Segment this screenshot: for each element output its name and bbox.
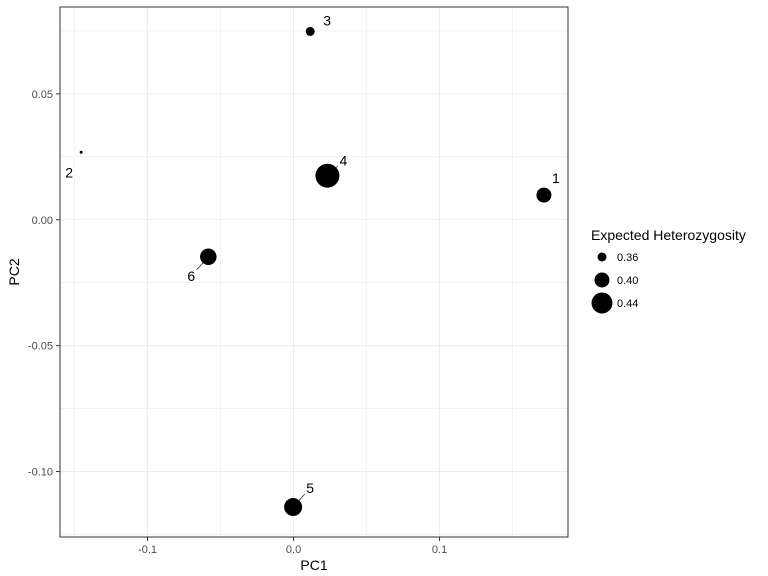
size-legend: Expected Heterozygosity 0.36 0.40 0.44 [591,227,746,314]
legend-label: 0.36 [617,252,638,264]
x-tick-label: 0.0 [286,544,301,556]
data-point-3 [305,26,315,36]
label-leader-6 [196,261,204,271]
label-leader-4 [335,165,338,169]
y-axis-ticks: -0.10 -0.05 0.00 0.05 [28,89,60,479]
x-axis-ticks: -0.1 0.0 0.1 [138,537,447,556]
data-point-2 [79,150,83,154]
legend-label: 0.40 [617,275,638,287]
grid [60,7,568,537]
point-label-5: 5 [306,480,314,496]
panel-border [59,6,569,538]
point-label-4: 4 [340,153,348,169]
y-tick-label: -0.05 [28,341,53,353]
legend-title: Expected Heterozygosity [591,227,746,243]
data-points [79,26,552,517]
y-tick-label: 0.00 [32,215,53,227]
data-point-6 [200,248,217,266]
data-point-4 [315,163,340,188]
point-label-1: 1 [552,170,560,186]
point-label-3: 3 [323,12,331,28]
y-tick-label: 0.05 [32,89,53,101]
y-axis-title: PC2 [6,258,22,285]
point-label-6: 6 [187,268,195,284]
legend-key-0.44 [591,292,613,314]
y-tick-label: -0.10 [28,467,53,479]
x-tick-label: -0.1 [138,544,157,556]
legend-key-0.36 [597,252,607,262]
legend-label: 0.44 [617,298,638,310]
point-labels: 1 2 3 4 5 6 [65,12,560,502]
point-label-2: 2 [65,164,73,180]
x-axis-title: PC1 [300,557,327,573]
legend-key-0.40 [594,272,610,288]
data-point-5 [284,498,303,517]
label-leader-5 [298,493,306,502]
data-point-1 [536,187,552,203]
x-tick-label: 0.1 [432,544,447,556]
